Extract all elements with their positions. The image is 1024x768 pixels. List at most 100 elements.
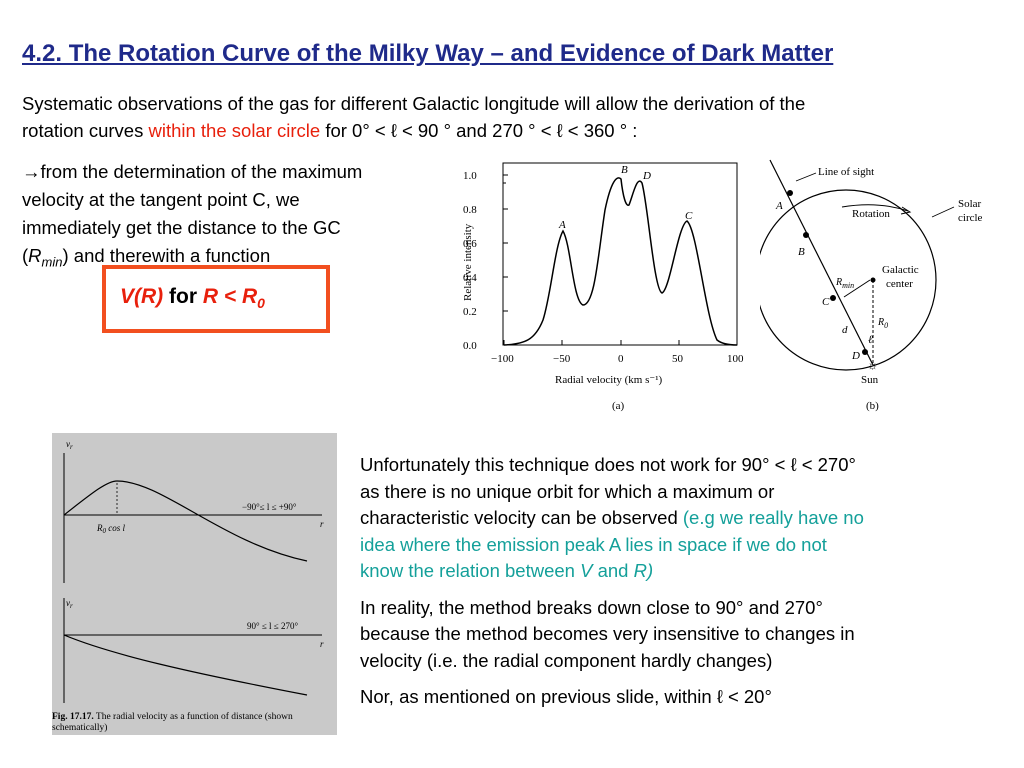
v-symbol: V	[580, 560, 593, 581]
point-c-label: C	[822, 296, 830, 308]
point-d-label: D	[851, 350, 860, 362]
xtick-1: −100	[491, 353, 514, 365]
rmin-label: Rmin	[835, 277, 854, 290]
rotation-arrow	[841, 204, 909, 212]
peak-d-label: D	[642, 170, 651, 182]
galactic-center-dot	[870, 277, 876, 283]
geometry-figure: A B C D Line of sight Rotation Solar cir…	[760, 159, 983, 412]
xtick-4: 50	[672, 353, 684, 365]
formula-box	[102, 265, 330, 333]
formula-condition: R < R	[202, 285, 258, 308]
point-a	[787, 190, 793, 196]
ytick-3: 0.6	[463, 238, 477, 250]
rmin-subscript: min	[41, 254, 63, 270]
geometry-caption: (b)	[866, 400, 879, 412]
formula-text: V(R) for R < R0	[120, 285, 265, 311]
vr-curve-2	[63, 634, 308, 696]
r0cos-label: R0 cos l	[96, 523, 125, 535]
rmin-line	[843, 279, 871, 298]
rotation-label: Rotation	[852, 208, 890, 220]
d-label: d	[842, 324, 848, 336]
textbook-figure	[52, 433, 337, 735]
p2-line-3: velocity (i.e. the radial component hard…	[360, 649, 773, 671]
spectrum-xlabel: Radial velocity (km s⁻¹)	[555, 374, 663, 386]
point-b	[803, 232, 809, 238]
point-b-label: B	[798, 246, 805, 258]
rmin-symbol: R	[28, 245, 42, 266]
vr-curve-1	[63, 480, 308, 562]
intro-text: rotation curves	[22, 120, 149, 141]
p3-line: Nor, as mentioned on previous slide, wit…	[360, 686, 772, 707]
p1-line-3: characteristic velocity can be observed …	[360, 505, 1000, 532]
vr-label-1: vr	[66, 439, 73, 451]
intro-line-2: rotation curves within the solar circle …	[22, 117, 1012, 144]
spectrum-caption: (a)	[612, 400, 625, 412]
solar-label-2: circle	[958, 212, 983, 224]
xtick-3: 0	[618, 353, 624, 365]
p1-line-4: idea where the emission peak A lies in s…	[360, 533, 827, 555]
ytick-1: 1.0	[463, 170, 477, 182]
peak-c-label: C	[685, 210, 693, 222]
intro-line-1: Systematic observations of the gas for d…	[22, 93, 806, 114]
peak-b-label: B	[621, 164, 628, 176]
limitations-text: Unfortunately this technique does not wo…	[360, 452, 1000, 711]
p1-line-5-text: know the relation between	[360, 560, 581, 581]
spectrum-x-ticks	[503, 340, 738, 345]
formula-subscript: 0	[257, 295, 265, 312]
ytick-5: 0.2	[463, 306, 477, 318]
line-of-sight-label: Line of sight	[818, 166, 874, 178]
peak-a-label: A	[558, 219, 566, 231]
r-axis-2: r	[320, 639, 324, 649]
radial-velocity-figure: vr R0 cos l −90°≤ l ≤ +90° r vr 90° ≤ l …	[52, 439, 324, 733]
xtick-5: 100	[727, 353, 744, 365]
ytick-4: 0.4	[463, 272, 477, 284]
sun-label: Sun	[861, 374, 879, 386]
spectrum-frame	[502, 162, 738, 346]
and-text: and	[592, 560, 634, 581]
tangent-point-text: →from the determination of the maximum v…	[22, 158, 452, 277]
ytick-6: 0.0	[463, 340, 477, 352]
range-label-2: 90° ≤ l ≤ 270°	[247, 621, 298, 631]
arrow-text-line-3: immediately get the distance to the GC	[22, 217, 341, 238]
point-a-label: A	[775, 200, 783, 212]
solar-circle	[760, 189, 937, 371]
formula-for: for	[163, 285, 203, 308]
point-d	[862, 349, 868, 355]
p2-line-1: In reality, the method breaks down close…	[360, 596, 823, 618]
formula-vr: V(R)	[120, 285, 164, 308]
spectrum-figure: 1.0 0.8 0.6 0.4 0.2 0.0 −100 −50 0 50 10…	[462, 162, 744, 412]
sun-icon: ☼	[867, 358, 878, 372]
vr-label-2: vr	[66, 598, 73, 610]
p1-line-2: as there is no unique orbit for which a …	[360, 480, 775, 502]
r0-label: R0	[877, 317, 888, 330]
galactic-label-1: Galactic	[882, 264, 919, 276]
p1-line-3-text: characteristic velocity can be observed	[360, 507, 683, 528]
line-of-sight	[769, 159, 874, 366]
spectrum-curve	[503, 177, 738, 346]
ell-label: ℓ	[868, 334, 873, 346]
arrow-text-line-4: (Rmin) and therewith a function	[22, 242, 452, 277]
longitude-range: for 0° < ℓ < 90 ° and 270 ° < ℓ < 360 ° …	[320, 120, 638, 141]
spectrum-y-ticks	[503, 174, 508, 346]
p1-line-3-note: (e.g we really have no	[682, 507, 864, 528]
xtick-2: −50	[553, 353, 571, 365]
r-axis-1: r	[320, 519, 324, 529]
p2-line-2: because the method becomes very insensit…	[360, 623, 855, 644]
paren-open: (	[22, 245, 29, 266]
range-label-1: −90°≤ l ≤ +90°	[242, 502, 297, 512]
intro-paragraph: Systematic observations of the gas for d…	[22, 90, 1012, 144]
point-c	[830, 295, 836, 301]
solar-label-1: Solar	[958, 198, 982, 210]
galactic-label-2: center	[886, 278, 913, 290]
arrow-icon: →	[22, 161, 41, 182]
ytick-2: 0.8	[463, 204, 477, 216]
spectrum-ylabel: Relative intensity	[462, 223, 474, 301]
p1-line-5: know the relation between V and R)	[360, 558, 1000, 585]
arrow-text-line-1: from the determination of the maximum	[40, 161, 363, 182]
solar-circle-highlight: within the solar circle	[148, 120, 321, 141]
r-symbol: R)	[633, 560, 654, 581]
slide-title: 4.2. The Rotation Curve of the Milky Way…	[22, 40, 834, 67]
p1-line-1: Unfortunately this technique does not wo…	[360, 454, 856, 475]
figure-caption-2: schematically)	[52, 722, 107, 733]
arrow-text-tail: ) and therewith a function	[62, 245, 271, 266]
